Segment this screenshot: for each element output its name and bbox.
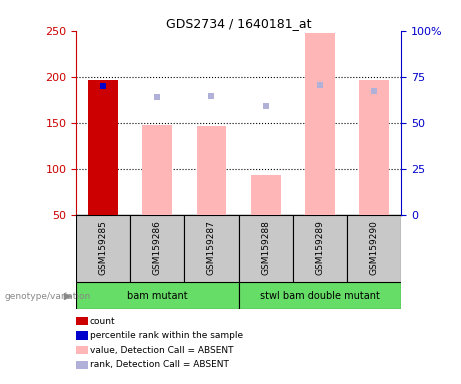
Bar <box>305 33 335 215</box>
Text: percentile rank within the sample: percentile rank within the sample <box>90 331 243 340</box>
Text: GSM159286: GSM159286 <box>153 220 162 275</box>
Bar <box>196 126 226 215</box>
Text: GSM159288: GSM159288 <box>261 220 270 275</box>
Bar <box>347 215 401 282</box>
Text: count: count <box>90 316 116 326</box>
Bar <box>76 282 238 309</box>
Text: rank, Detection Call = ABSENT: rank, Detection Call = ABSENT <box>90 360 229 369</box>
Text: GSM159289: GSM159289 <box>315 220 325 275</box>
Bar <box>251 175 281 215</box>
Text: value, Detection Call = ABSENT: value, Detection Call = ABSENT <box>90 346 233 355</box>
Bar <box>184 215 238 282</box>
Bar <box>239 282 401 309</box>
Bar <box>293 215 347 282</box>
Bar <box>88 81 118 215</box>
Text: GSM159285: GSM159285 <box>99 220 108 275</box>
Title: GDS2734 / 1640181_at: GDS2734 / 1640181_at <box>166 17 311 30</box>
Bar <box>76 215 130 282</box>
Text: genotype/variation: genotype/variation <box>5 292 91 301</box>
Bar <box>130 215 184 282</box>
Bar <box>359 79 389 215</box>
Text: stwl bam double mutant: stwl bam double mutant <box>260 291 380 301</box>
Text: bam mutant: bam mutant <box>127 291 188 301</box>
Text: GSM159287: GSM159287 <box>207 220 216 275</box>
Bar <box>239 215 293 282</box>
Text: GSM159290: GSM159290 <box>369 220 378 275</box>
Bar <box>142 125 172 215</box>
